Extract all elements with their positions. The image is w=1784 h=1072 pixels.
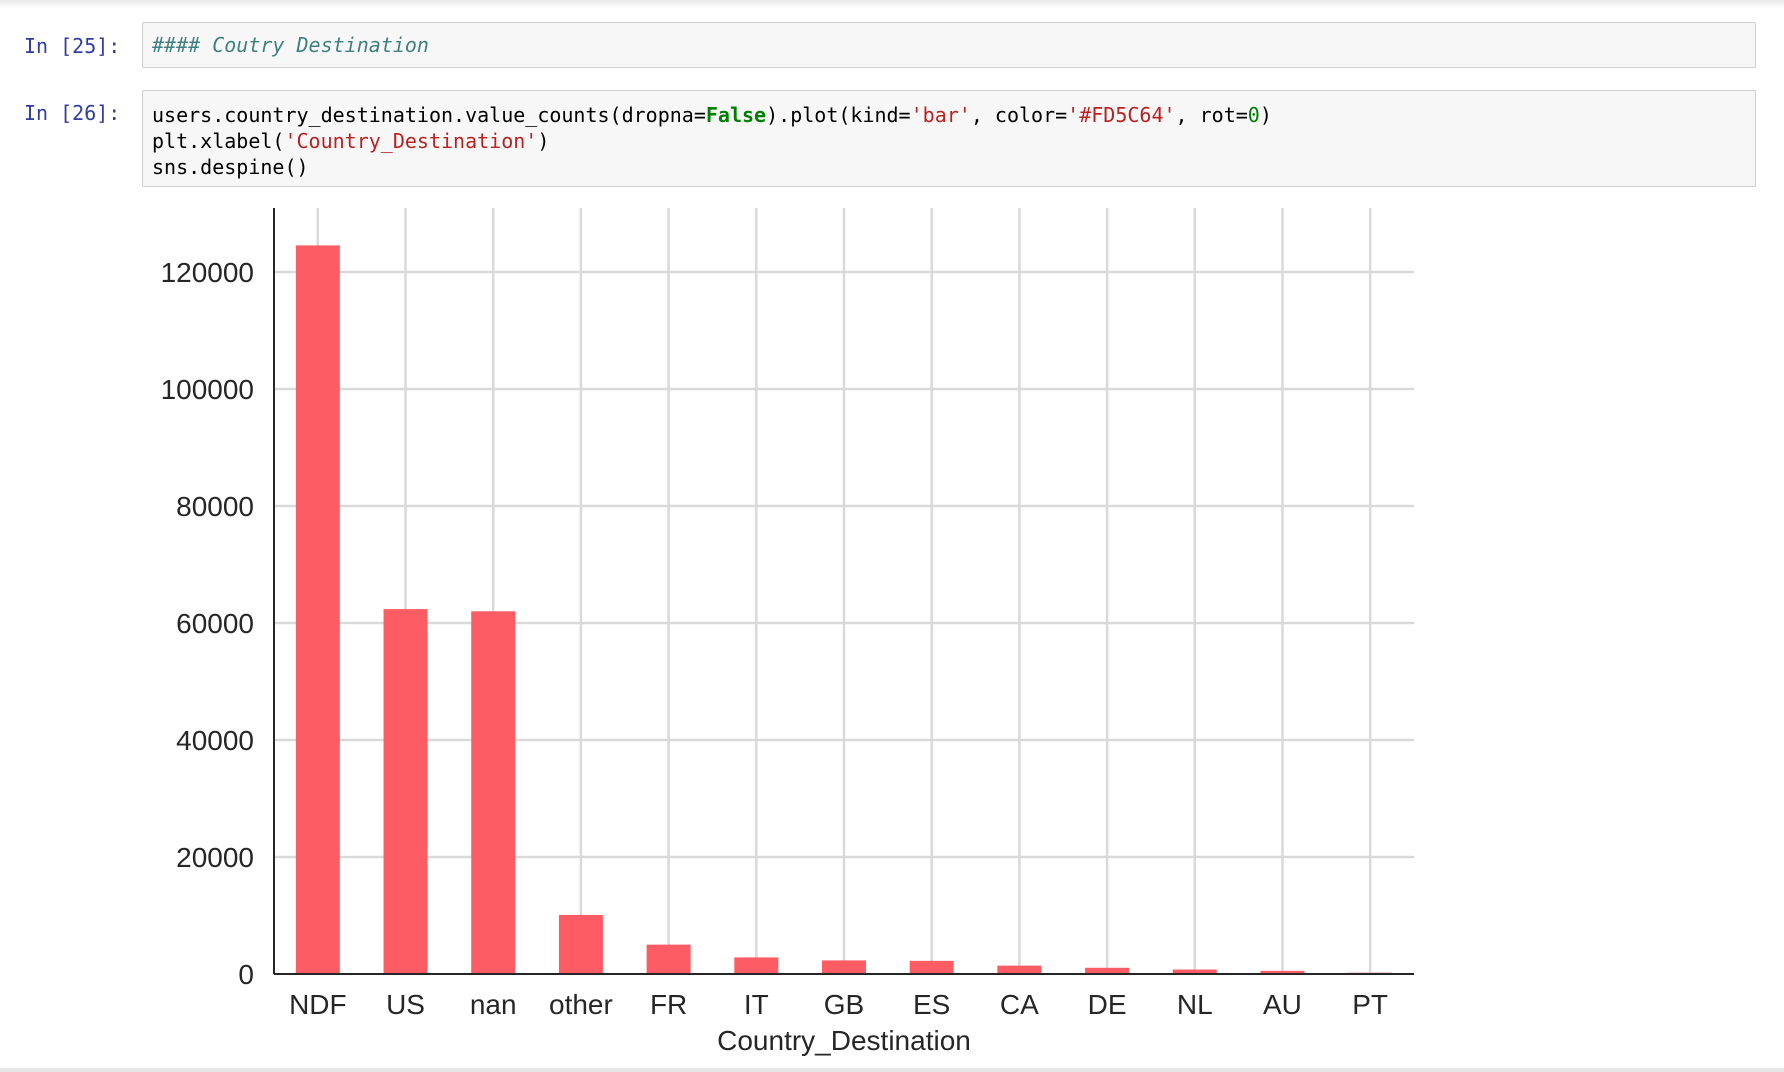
x-tick-labels: NDF US nan other FR IT GB ES CA DE NL AU PT bbox=[289, 989, 1388, 1020]
bar-CA bbox=[997, 965, 1042, 974]
x-tick-label: other bbox=[549, 989, 613, 1020]
x-tick-label: NL bbox=[1177, 989, 1213, 1020]
x-tick-label: nan bbox=[470, 989, 517, 1020]
chart-bars bbox=[295, 245, 1393, 974]
x-axis-title: Country_Destination bbox=[717, 1025, 971, 1056]
bar-NDF bbox=[295, 245, 340, 974]
y-tick-label: 40000 bbox=[176, 725, 254, 756]
code-token: sns.despine() bbox=[152, 155, 309, 179]
y-tick-label: 120000 bbox=[161, 257, 254, 288]
code-token: users.country_destination.value_counts(d… bbox=[152, 103, 706, 127]
y-tick-label: 100000 bbox=[161, 374, 254, 405]
x-tick-label: GB bbox=[824, 989, 864, 1020]
y-tick-label: 20000 bbox=[176, 842, 254, 873]
code-token: 0 bbox=[1247, 103, 1260, 127]
x-tick-label: PT bbox=[1352, 989, 1388, 1020]
x-tick-label: ES bbox=[913, 989, 950, 1020]
bar-ES bbox=[909, 960, 954, 974]
x-tick-label: CA bbox=[1000, 989, 1039, 1020]
code-token: 'bar' bbox=[910, 103, 971, 127]
y-tick-label: 80000 bbox=[176, 491, 254, 522]
x-tick-label: US bbox=[386, 989, 425, 1020]
bar-other bbox=[558, 914, 603, 974]
code-line: users.country_destination.value_counts(d… bbox=[152, 102, 1746, 128]
x-tick-label: FR bbox=[650, 989, 687, 1020]
code-line: #### Coutry Destination bbox=[152, 32, 1746, 58]
bar-GB bbox=[822, 960, 866, 974]
x-tick-label: NDF bbox=[289, 989, 347, 1020]
code-token: 'Country_Destination' bbox=[284, 129, 538, 153]
notebook-top-shadow bbox=[0, 0, 1784, 8]
code-token: False bbox=[705, 103, 767, 127]
code-token: plt.xlabel( bbox=[152, 129, 285, 153]
code-cell-input[interactable]: users.country_destination.value_counts(d… bbox=[142, 90, 1756, 187]
cell-prompt-26: In [26]: bbox=[24, 101, 121, 125]
code-token: '#FD5C64' bbox=[1067, 103, 1176, 127]
bar-US bbox=[383, 609, 428, 974]
chart-axes bbox=[273, 208, 1414, 975]
bar-IT bbox=[734, 957, 779, 974]
code-token: ) bbox=[1259, 103, 1272, 127]
bar-DE bbox=[1085, 967, 1130, 974]
bar-AU bbox=[1260, 970, 1305, 974]
x-tick-label: IT bbox=[744, 989, 769, 1020]
bar-FR bbox=[646, 944, 691, 974]
code-token: ) bbox=[537, 129, 550, 153]
y-tick-labels: 0 20000 40000 60000 80000 100000 120000 bbox=[161, 257, 254, 990]
y-tick-label: 60000 bbox=[176, 608, 254, 639]
bar-nan bbox=[471, 611, 516, 974]
chart-grid bbox=[274, 208, 1414, 974]
bar-NL bbox=[1172, 969, 1217, 974]
x-tick-label: DE bbox=[1088, 989, 1127, 1020]
code-token: , rot= bbox=[1175, 103, 1248, 127]
code-token: ).plot(kind= bbox=[766, 103, 911, 127]
code-token: #### Coutry Destination bbox=[152, 33, 429, 57]
code-line: sns.despine() bbox=[152, 154, 1746, 180]
x-tick-label: AU bbox=[1263, 989, 1302, 1020]
code-line: plt.xlabel('Country_Destination') bbox=[152, 128, 1746, 154]
code-token: , color= bbox=[970, 103, 1068, 127]
notebook-bottom-edge bbox=[0, 1068, 1784, 1072]
cell-prompt-25: In [25]: bbox=[24, 34, 121, 58]
markdown-cell-input[interactable]: #### Coutry Destination bbox=[142, 22, 1756, 68]
y-tick-label: 0 bbox=[238, 959, 254, 990]
